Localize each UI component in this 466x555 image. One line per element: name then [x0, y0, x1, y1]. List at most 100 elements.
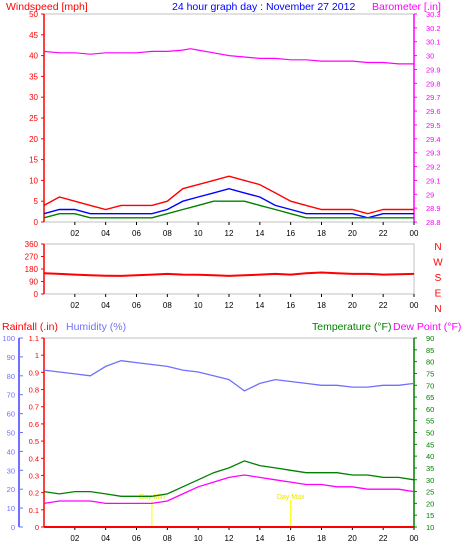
x-tick-label: 04 — [101, 229, 110, 238]
x-tick-label: 20 — [348, 301, 357, 310]
x-tick-label: 16 — [286, 301, 295, 310]
y-tick-label-humidity: 90 — [7, 353, 15, 362]
y-tick-label-temperature: 35 — [426, 464, 434, 473]
x-tick-label: 14 — [255, 534, 264, 543]
y-tick-label-rain: 1 — [35, 351, 39, 360]
x-tick-label: 14 — [255, 229, 264, 238]
y-tick-label-left: 5 — [34, 197, 39, 206]
compass-label: N — [434, 242, 441, 253]
y-tick-label-temperature: 65 — [426, 393, 434, 402]
x-tick-label: 12 — [225, 229, 234, 238]
y-tick-label-temperature: 60 — [426, 405, 434, 414]
y-tick-label-rain: 0.7 — [29, 403, 39, 412]
x-tick-label: 18 — [317, 229, 326, 238]
y-tick-label-temperature: 20 — [426, 499, 434, 508]
marker-label-1: Day Max — [277, 494, 305, 501]
y-tick-label-rain: 0.6 — [29, 420, 39, 429]
x-tick-label: 04 — [101, 301, 110, 310]
y-tick-label-rain: 0.2 — [29, 489, 39, 498]
humidity-label: Humidity (%) — [66, 321, 126, 333]
y-tick-label-temperature: 50 — [426, 429, 434, 438]
x-tick-label: 06 — [132, 534, 141, 543]
x-tick-label: 22 — [379, 229, 388, 238]
y-tick-label-humidity: 60 — [7, 410, 15, 419]
x-tick-label: 16 — [286, 229, 295, 238]
x-tick-label: 12 — [225, 301, 234, 310]
y-tick-label-left: 360 — [25, 240, 39, 249]
compass-label: E — [435, 289, 442, 300]
y-tick-label-right: 29.4 — [426, 135, 441, 144]
x-tick-label: 22 — [379, 534, 388, 543]
y-tick-label-temperature: 30 — [426, 476, 434, 485]
x-tick-label: 10 — [194, 534, 203, 543]
y-tick-label-temperature: 85 — [426, 346, 434, 355]
rain-humidity-temperature-panel: 010203040506070809010000.10.20.30.40.50.… — [2, 334, 434, 543]
y-tick-label-humidity: 20 — [7, 485, 15, 494]
y-tick-label-humidity: 50 — [7, 429, 15, 438]
x-tick-label: 14 — [255, 301, 264, 310]
y-tick-label-rain: 1.1 — [29, 334, 39, 343]
y-tick-label-left: 270 — [25, 253, 39, 262]
y-tick-label-right: 29.1 — [426, 176, 441, 185]
y-tick-label-left: 40 — [29, 52, 38, 61]
y-tick-label-left: 10 — [29, 176, 38, 185]
x-tick-label: 08 — [163, 229, 172, 238]
y-tick-label-humidity: 10 — [7, 504, 15, 513]
y-tick-label-left: 180 — [25, 265, 39, 274]
y-tick-label-right: 30.1 — [426, 38, 441, 47]
y-tick-label-temperature: 15 — [426, 511, 434, 520]
x-tick-label: 08 — [163, 534, 172, 543]
y-tick-label-rain: 0.8 — [29, 386, 39, 395]
direction-line-0 — [43, 271, 415, 277]
y-tick-label-right: 28.9 — [426, 204, 441, 213]
compass-label: S — [435, 273, 442, 284]
x-tick-label: 16 — [286, 534, 295, 543]
x-tick-label: 10 — [194, 229, 203, 238]
x-tick-label: 02 — [70, 301, 79, 310]
y-tick-label-temperature: 90 — [426, 334, 434, 343]
y-tick-label-left: 35 — [29, 72, 38, 81]
y-tick-label-rain: 0 — [35, 523, 39, 532]
y-tick-label-humidity: 0 — [11, 523, 15, 532]
y-tick-label-right: 30.3 — [426, 10, 441, 19]
y-tick-label-humidity: 100 — [2, 334, 15, 343]
dew-point-label: Dew Point (°F) — [393, 321, 461, 333]
y-tick-label-right: 29.6 — [426, 107, 441, 116]
temperature-label: Temperature (°F) — [312, 321, 391, 333]
x-tick-label: 20 — [348, 229, 357, 238]
y-tick-label-humidity: 80 — [7, 372, 15, 381]
y-tick-label-left: 30 — [29, 93, 38, 102]
x-tick-label: 12 — [225, 534, 234, 543]
y-tick-label-left: 25 — [29, 114, 38, 123]
y-tick-label-right: 29 — [426, 190, 434, 199]
x-tick-label: 06 — [132, 229, 141, 238]
y-tick-label-temperature: 80 — [426, 358, 434, 367]
y-tick-label-right: 28.8 — [426, 218, 441, 227]
series-line-1 — [43, 175, 414, 215]
y-tick-label-right: 29.7 — [426, 93, 441, 102]
y-tick-label-humidity: 40 — [7, 447, 15, 456]
x-tick-label: 04 — [101, 534, 110, 543]
series-line-0 — [43, 360, 415, 392]
x-tick-label: 20 — [348, 534, 357, 543]
x-tick-label: 02 — [70, 229, 79, 238]
y-tick-label-rain: 0.9 — [29, 368, 39, 377]
x-tick-label: 00 — [410, 229, 419, 238]
y-tick-label-temperature: 25 — [426, 488, 434, 497]
y-tick-label-left: 15 — [29, 156, 38, 165]
y-tick-label-rain: 0.4 — [29, 454, 39, 463]
y-tick-label-left: 50 — [29, 10, 38, 19]
series-line-3 — [43, 200, 414, 219]
windspeed-label: Windspeed [mph] — [6, 1, 88, 13]
y-tick-label-right: 30.2 — [426, 24, 441, 33]
y-tick-label-temperature: 70 — [426, 381, 434, 390]
y-tick-label-rain: 0.5 — [29, 437, 39, 446]
y-tick-label-right: 29.3 — [426, 149, 441, 158]
y-tick-label-left: 45 — [29, 31, 38, 40]
y-tick-label-temperature: 75 — [426, 369, 434, 378]
rainfall-label: Rainfall (.in) — [2, 321, 58, 333]
x-tick-label: 06 — [132, 301, 141, 310]
y-tick-label-rain: 0.1 — [29, 506, 39, 515]
